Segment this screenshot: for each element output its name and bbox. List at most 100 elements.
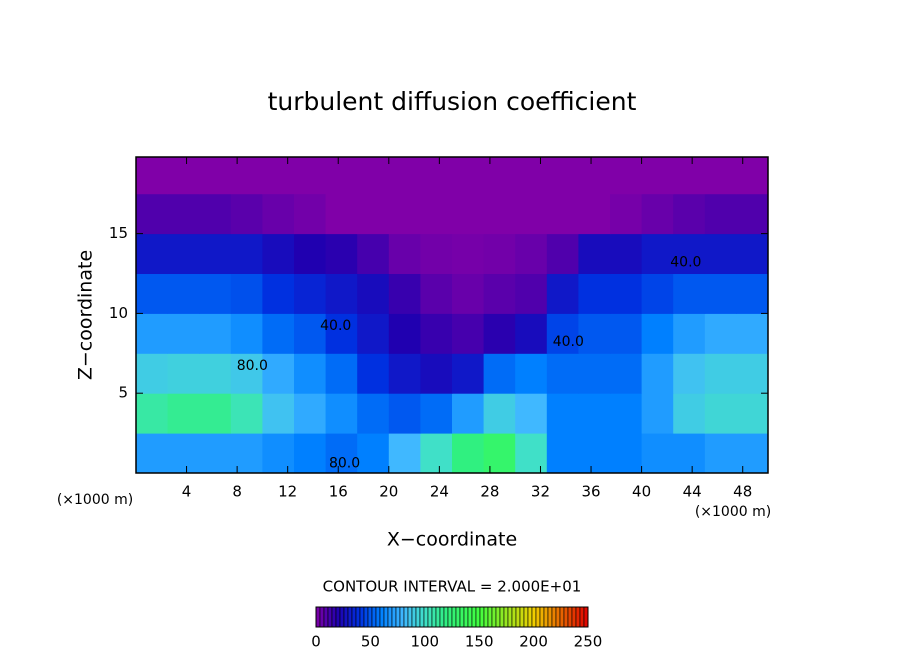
heat-cell [546,313,579,354]
colorbar-swatch [335,606,341,628]
heat-cell [136,193,169,235]
heat-cell [262,193,295,235]
heat-cell [546,233,579,275]
heat-cell [262,433,295,474]
heat-cell [515,353,548,394]
heat-cell [294,233,327,275]
heat-cell [546,273,579,314]
colorbar-swatch [431,606,437,628]
heat-cell [262,353,295,394]
colorbar-swatch [375,606,381,628]
colorbar-swatch [487,606,493,628]
heat-cell [199,353,232,394]
heat-cell [578,313,611,354]
colorbar-swatch [475,606,481,628]
contour-label: 40.0 [320,318,351,334]
heat-cell [736,353,769,394]
colorbar-swatch [459,606,465,628]
y-axis-label: Z−coordinate [75,250,97,380]
heat-cell [452,273,485,314]
y-tick-label: 5 [118,384,128,402]
heat-cell [578,157,611,195]
plot-frame [135,156,769,474]
colorbar-swatch [551,606,557,628]
colorbar-swatch [471,606,477,628]
contour-label: 80.0 [329,455,360,471]
heat-cell [388,233,421,275]
heat-cell [452,353,485,394]
colorbar-swatch [359,606,365,628]
heat-cell [641,353,674,394]
heat-cell [420,157,453,195]
heat-cell [420,193,453,235]
heat-cell [704,313,737,354]
colorbar-swatch [415,606,421,628]
heat-cell [515,313,548,354]
heat-cell [704,393,737,434]
heat-cell [136,157,169,195]
colorbar-tick-label: 250 [574,633,603,651]
colorbar-swatch [575,606,581,628]
heat-cell [736,233,769,275]
heat-cell [483,313,516,354]
colorbar-swatch [451,606,457,628]
heat-cell [483,393,516,434]
heat-cell [704,233,737,275]
heat-cell [641,433,674,474]
heatmap [136,157,769,474]
heat-cell [515,273,548,314]
heat-cell [704,433,737,474]
x-tick-label: 44 [683,483,702,501]
colorbar-swatch [579,606,585,628]
heat-cell [673,393,706,434]
colorbar-swatch [447,606,453,628]
heat-cell [578,353,611,394]
heat-cell [610,193,643,235]
colorbar-swatch [383,606,389,628]
colorbar-swatch [483,606,489,628]
heat-cell [357,433,390,474]
colorbar-swatch [327,606,333,628]
x-tick-label: 28 [480,483,499,501]
y-tick-label: 15 [109,224,128,242]
colorbar-swatch [391,606,397,628]
heat-cell [167,433,200,474]
heat-cell [230,157,263,195]
heat-cell [483,433,516,474]
heat-cell [673,233,706,275]
heat-cell [515,157,548,195]
colorbar-swatch [495,606,501,628]
heat-cell [546,433,579,474]
heat-cell [578,193,611,235]
x-tick-label: 36 [581,483,600,501]
heat-cell [294,393,327,434]
heat-cell [641,393,674,434]
colorbar-swatch [519,606,525,628]
heat-cell [610,433,643,474]
heat-cell [199,273,232,314]
colorbar-swatch [531,606,537,628]
colorbar-swatch [523,606,529,628]
heat-cell [167,353,200,394]
colorbar-tick-label: 150 [465,633,494,651]
colorbar-tick-label: 100 [410,633,439,651]
heat-cell [325,193,358,235]
heat-cell [483,233,516,275]
heat-cell [294,433,327,474]
colorbar-swatch [499,606,505,628]
colorbar-swatch [371,606,377,628]
heat-cell [736,157,769,195]
heat-cell [230,233,263,275]
heat-cell [546,193,579,235]
heat-cell [673,193,706,235]
heat-cell [325,233,358,275]
heat-cell [325,273,358,314]
heat-cell [294,273,327,314]
heat-cell [357,193,390,235]
x-tick-label: 12 [278,483,297,501]
heat-cell [673,313,706,354]
heat-cell [230,193,263,235]
heat-cell [420,433,453,474]
colorbar-swatch [355,606,361,628]
